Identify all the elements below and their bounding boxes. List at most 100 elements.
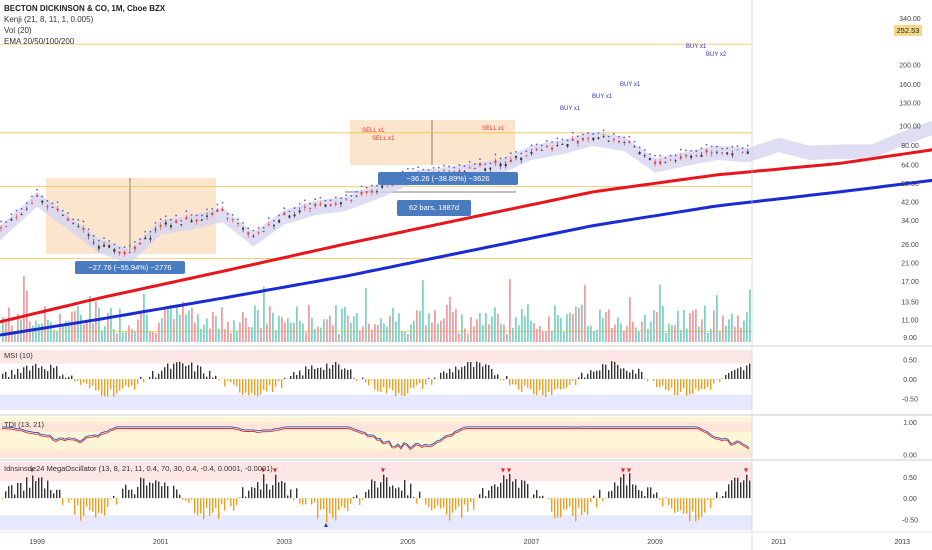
kenji-dot — [736, 145, 739, 147]
candle-body — [540, 149, 543, 151]
volume-bar — [194, 322, 196, 342]
mega-bar — [323, 498, 325, 510]
mega-bar — [515, 479, 517, 499]
mega-bar — [35, 480, 37, 499]
msi-bar — [494, 375, 496, 380]
volume-bar — [374, 324, 376, 342]
volume-bar — [329, 315, 331, 342]
mega-bar — [458, 498, 460, 507]
candle-body — [103, 244, 106, 247]
mega-bar — [263, 474, 265, 499]
msi-bar — [131, 379, 133, 386]
candle-body — [494, 160, 497, 164]
volume-bar — [746, 312, 748, 342]
kenji-dot — [628, 135, 631, 138]
mega-bar — [215, 498, 217, 509]
mega-down-marker — [621, 468, 625, 473]
mega-bar — [413, 497, 415, 499]
volume-bar — [155, 333, 157, 342]
volume-bar — [665, 333, 667, 342]
kenji-dot — [556, 137, 559, 140]
volume-bar — [353, 316, 355, 342]
msi-bar — [347, 369, 349, 380]
candle-body — [736, 149, 739, 151]
msi-bar — [407, 379, 409, 394]
mega-bar — [674, 498, 676, 513]
kenji-dot — [669, 154, 672, 157]
volume-bar — [56, 331, 58, 342]
mega-bar — [380, 482, 382, 499]
volume-bar — [476, 319, 478, 342]
msi-bar — [608, 369, 610, 380]
msi-bar — [461, 367, 463, 380]
price-tick-label: 64.00 — [901, 163, 919, 170]
volume-bar — [497, 313, 499, 342]
volume-bar — [68, 320, 70, 342]
kenji-dot — [571, 131, 574, 134]
kenji-dot — [509, 152, 512, 155]
kenji-dot — [211, 207, 214, 210]
msi-bar — [473, 367, 475, 380]
volume-bar — [170, 304, 172, 342]
mega-bar — [431, 498, 433, 511]
candle-body — [77, 226, 80, 227]
kenji-dot — [710, 145, 713, 148]
volume-bar — [266, 323, 268, 342]
mega-bar — [488, 490, 490, 499]
volume-bar — [107, 312, 109, 342]
candle-body — [92, 242, 95, 244]
msi-bar — [170, 368, 172, 380]
msi-bar — [212, 377, 214, 380]
candle-body — [267, 224, 270, 225]
candle-body — [643, 155, 646, 157]
msi-bar — [500, 379, 502, 381]
msi-bar — [20, 373, 22, 380]
mega-bar — [383, 474, 385, 499]
mega-bar — [728, 484, 730, 499]
candle-body — [272, 224, 275, 227]
msi-bar — [518, 379, 520, 390]
kenji-dot — [715, 145, 718, 148]
volume-bar — [299, 320, 301, 342]
msi-bar — [305, 366, 307, 380]
indicator-ema: EMA 20/50/100/200 — [4, 37, 75, 46]
candle-body — [41, 200, 44, 203]
volume-bar — [71, 311, 73, 342]
mega-lower-band — [0, 515, 752, 530]
volume-bar — [641, 321, 643, 342]
volume-bar — [500, 323, 502, 342]
msi-bar — [479, 362, 481, 380]
volume-bar — [104, 326, 106, 342]
msi-bar — [665, 379, 667, 390]
kenji-dot — [334, 196, 337, 199]
msi-bar — [527, 379, 529, 388]
kenji-dot — [226, 212, 229, 215]
msi-bar — [122, 379, 124, 389]
volume-bar — [668, 323, 670, 342]
volume-bar — [533, 323, 535, 342]
mega-bar — [419, 491, 421, 499]
msi-bar — [317, 367, 319, 380]
mega-bar — [716, 491, 718, 499]
msi-bar — [173, 363, 175, 380]
volume-bar — [602, 317, 604, 342]
msi-bar — [77, 379, 79, 381]
volume-bar — [134, 331, 136, 342]
mega-bar — [353, 496, 355, 499]
mega-bar — [131, 489, 133, 499]
candle-body — [489, 167, 492, 170]
volume-bar — [413, 320, 415, 342]
volume-bar — [539, 325, 541, 342]
volume-bar — [320, 327, 322, 342]
mega-bar — [305, 498, 307, 505]
volume-bar — [221, 307, 223, 342]
volume-bar — [110, 307, 112, 342]
msi-bar — [35, 363, 37, 380]
kenji-dot — [458, 164, 461, 167]
mega-bar — [188, 498, 190, 503]
volume-bar — [566, 314, 568, 342]
msi-bar — [239, 379, 241, 393]
signal-label: BUY x2 — [706, 52, 727, 58]
msi-bar — [647, 379, 649, 382]
volume-bar — [260, 327, 262, 342]
